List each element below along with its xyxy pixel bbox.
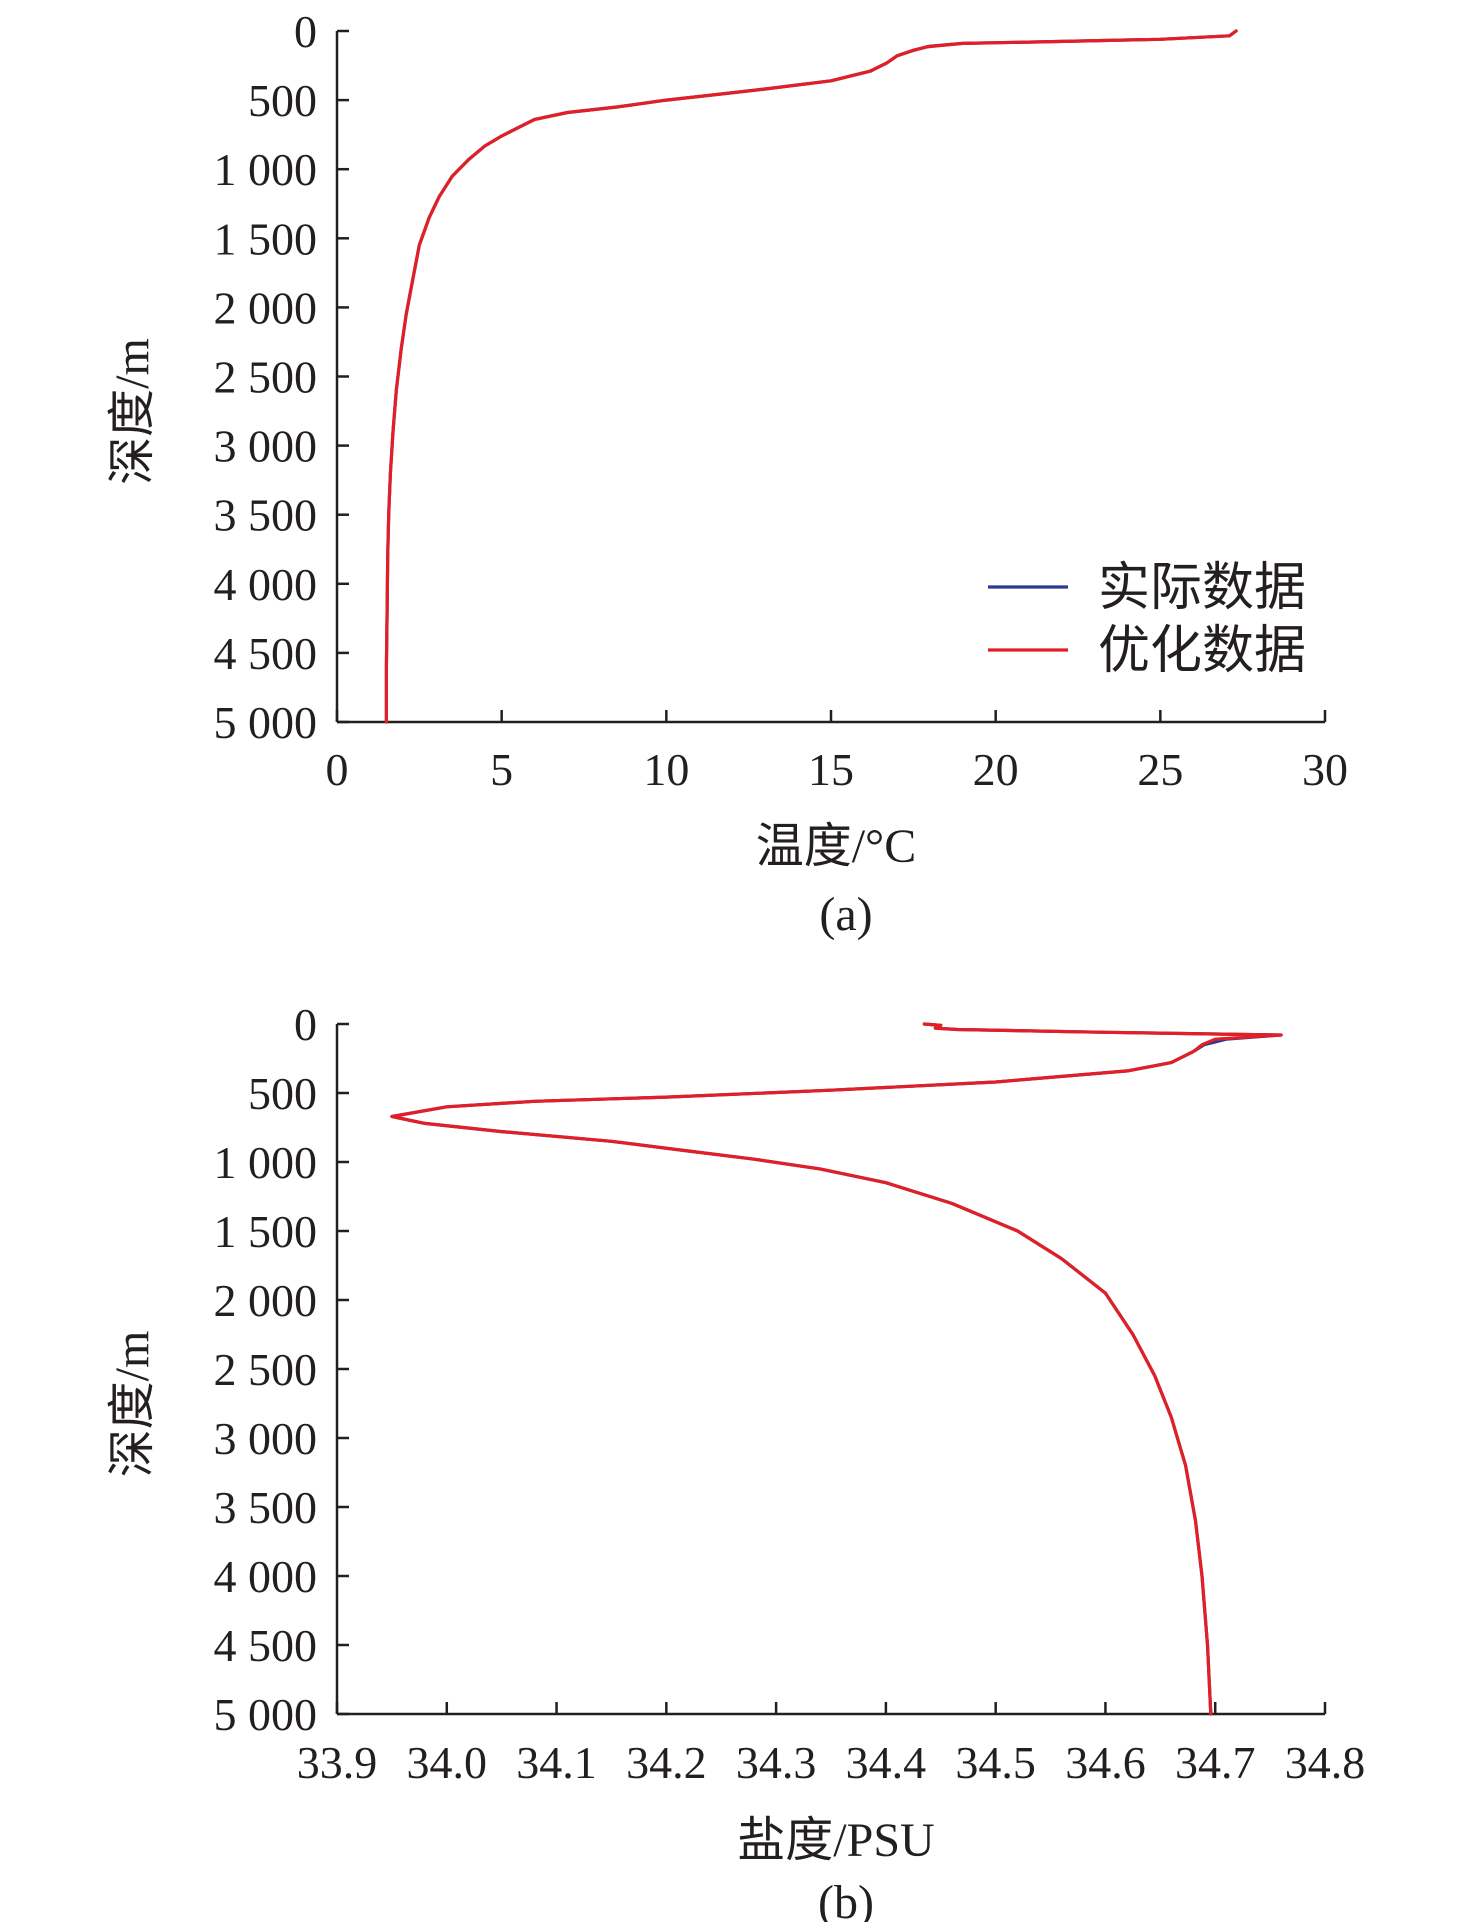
y-tick-label-a: 2 500 [214,352,318,403]
y-tick-label-a: 1 000 [214,144,318,195]
y-axis-title-b: 深度/m [106,1331,159,1478]
chart-panel-b: 0 500 1 000 1 500 2 000 2 500 3 000 3 500 4 000 4… [106,999,1365,1922]
y-tick-label-b: 0 [294,999,317,1050]
series-line-optimized-a [384,29,1238,724]
x-tick-label-b: 34.8 [1285,1737,1366,1788]
x-tick-label-b: 34.7 [1175,1737,1256,1788]
x-tick-label-a: 30 [1302,744,1348,795]
x-tick-label-a: 0 [326,744,349,795]
x-tick-label-b: 34.4 [846,1737,927,1788]
x-tick-label-b: 34.0 [407,1737,488,1788]
y-tick-label-a: 5 000 [214,697,318,748]
series-line-actual-b [390,1022,1283,1716]
y-tick-label-b: 3 500 [214,1482,318,1533]
y-tick-label-b: 2 000 [214,1275,318,1326]
x-tick-label-a: 5 [490,744,513,795]
panel-label-a: (a) [819,888,872,941]
legend-label-actual: 实际数据 [1098,560,1306,617]
y-tick-label-a: 1 500 [214,213,318,264]
y-tick-label-a: 500 [248,75,317,126]
x-tick-label-b: 33.9 [297,1737,378,1788]
x-tick-label-b: 34.6 [1065,1737,1146,1788]
y-tick-label-a: 3 000 [214,421,318,472]
y-tick-label-b: 4 500 [214,1620,318,1671]
y-tick-label-b: 5 000 [214,1689,318,1740]
x-axis-title-b: 盐度/PSU [737,1814,934,1867]
x-tick-label-b: 34.2 [626,1737,707,1788]
chart-panel-a: 0 500 1 000 1 500 2 000 2 500 3 000 3 500 4 000 4… [106,6,1348,941]
y-axis-title-a: 深度/m [106,338,159,485]
x-tick-label-b: 34.5 [955,1737,1036,1788]
panel-label-b: (b) [818,1876,874,1922]
y-tick-label-a: 4 000 [214,559,318,610]
y-tick-label-b: 4 000 [214,1551,318,1602]
x-tick-label-a: 10 [643,744,689,795]
x-tick-label-a: 20 [973,744,1019,795]
series-line-actual-a [384,29,1238,724]
x-tick-label-a: 15 [808,744,854,795]
y-tick-label-a: 2 000 [214,282,318,333]
y-tick-label-b: 1 000 [214,1137,318,1188]
y-tick-label-a: 0 [294,6,317,57]
x-tick-label-a: 25 [1137,744,1183,795]
y-tick-label-b: 500 [248,1068,317,1119]
y-tick-label-b: 3 000 [214,1413,318,1464]
x-axis-title-a: 温度/°C [756,820,917,873]
y-tick-label-b: 1 500 [214,1206,318,1257]
y-tick-label-b: 2 500 [214,1344,318,1395]
y-tick-label-a: 4 500 [214,628,318,679]
x-tick-label-b: 34.1 [516,1737,597,1788]
x-tick-label-b: 34.3 [736,1737,817,1788]
legend-label-optimized: 优化数据 [1098,623,1306,680]
y-tick-label-a: 3 500 [214,490,318,541]
series-line-optimized-b [390,1022,1283,1716]
